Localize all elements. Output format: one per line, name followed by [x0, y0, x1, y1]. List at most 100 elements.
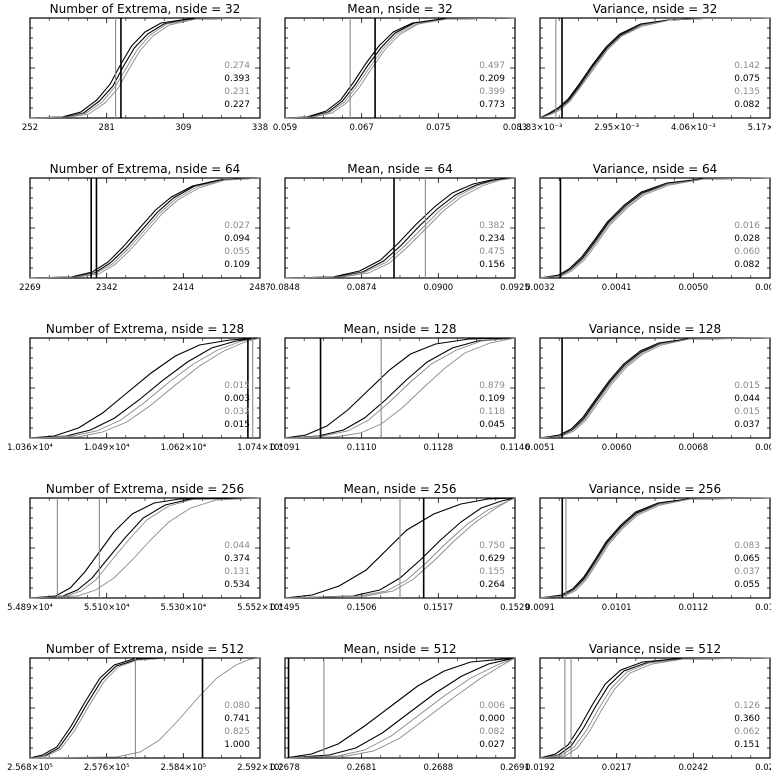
cdf-series-4 — [284, 657, 516, 759]
x-tick-label: 5.17×10⁻³ — [748, 123, 771, 133]
cdf-series-1 — [284, 497, 516, 599]
stat-value: 0.131 — [224, 567, 250, 577]
x-tick-label: 2342 — [96, 283, 118, 293]
stat-value: 0.037 — [734, 420, 760, 430]
cdf-series-2 — [284, 177, 516, 279]
stat-value: 0.015 — [734, 407, 760, 417]
cdf-series-4 — [284, 17, 516, 119]
stat-value: 0.155 — [479, 567, 505, 577]
stat-value: 0.825 — [224, 727, 250, 737]
stat-value: 0.094 — [224, 234, 250, 244]
x-tick-label: 0.0068 — [678, 443, 708, 453]
panel-6: Variance, nside = 64 0.0032 0.0041 0.0050 0.… — [525, 162, 771, 293]
stat-value: 0.080 — [224, 701, 250, 711]
stat-value: 0.075 — [734, 74, 760, 84]
cdf-series-2 — [29, 177, 261, 279]
stat-value: 0.534 — [224, 580, 250, 590]
cdf-series-3 — [284, 177, 516, 279]
stat-value: 0.135 — [734, 87, 760, 97]
x-tick-label: 0.0925 — [500, 283, 530, 293]
x-tick-label: 0.1128 — [423, 443, 453, 453]
cdf-series-2 — [539, 337, 771, 439]
stat-value: 0.118 — [479, 407, 505, 417]
stat-value: 0.082 — [734, 260, 760, 270]
stat-value: 0.027 — [224, 221, 250, 231]
x-tick-label: 2269 — [19, 283, 41, 293]
x-tick-label: 0.2681 — [347, 763, 377, 773]
stat-value: 0.126 — [734, 701, 760, 711]
stat-value: 0.382 — [479, 221, 505, 231]
panel-title: Variance, nside = 128 — [589, 322, 721, 336]
panel-title: Mean, nside = 512 — [343, 642, 456, 656]
panel-9: Variance, nside = 128 0.0051 0.0060 0.0068 0… — [525, 322, 771, 453]
stat-value: 0.879 — [479, 381, 505, 391]
cdf-series-4 — [539, 337, 771, 439]
panel-14: Mean, nside = 512 0.2678 0.2681 0.2688 0.269… — [270, 642, 530, 773]
panel-1: Number of Extrema, nside = 32 252 281 309 33… — [22, 2, 268, 133]
x-tick-label: 252 — [22, 123, 38, 133]
cdf-series-3 — [29, 337, 261, 439]
stat-value: 0.037 — [734, 567, 760, 577]
stat-value: 0.083 — [734, 541, 760, 551]
cdf-series-4 — [539, 497, 771, 599]
panel-title: Variance, nside = 32 — [593, 2, 718, 16]
x-tick-label: 338 — [252, 123, 268, 133]
stat-value: 0.393 — [224, 74, 250, 84]
x-tick-label: 0.1110 — [347, 443, 377, 453]
cdf-series-1 — [284, 177, 516, 279]
cdf-series-3 — [284, 497, 516, 599]
stat-value: 0.015 — [224, 381, 250, 391]
x-tick-label: 5.489×10⁴ — [7, 603, 53, 613]
panel-title: Mean, nside = 64 — [347, 162, 452, 176]
panel-title: Number of Extrema, nside = 512 — [46, 642, 244, 656]
stat-value: 0.062 — [734, 727, 760, 737]
x-tick-label: 0.0041 — [602, 283, 632, 293]
stat-value: 0.497 — [479, 61, 505, 71]
x-tick-label: 0.0032 — [525, 283, 555, 293]
x-tick-label: 0.2688 — [423, 763, 453, 773]
stat-value: 0.032 — [224, 407, 250, 417]
cdf-series-2 — [284, 337, 516, 439]
cdf-series-1 — [284, 657, 516, 759]
cdf-series-1 — [284, 337, 516, 439]
x-tick-label: 2414 — [173, 283, 195, 293]
stat-value: 0.006 — [479, 701, 505, 711]
x-tick-label: 0.067 — [349, 123, 373, 133]
stat-value: 0.750 — [479, 541, 505, 551]
stat-value: 0.055 — [224, 247, 250, 257]
x-tick-label: 0.0076 — [755, 443, 771, 453]
stat-value: 0.000 — [479, 714, 505, 724]
panel-title: Number of Extrema, nside = 32 — [50, 2, 241, 16]
panel-title: Mean, nside = 256 — [343, 482, 456, 496]
x-tick-label: 2.568×10⁵ — [7, 763, 53, 773]
cdf-series-2 — [539, 497, 771, 599]
panel-13: Number of Extrema, nside = 512 2.568×10⁵ 2… — [7, 642, 283, 773]
x-tick-label: 0.1091 — [270, 443, 300, 453]
cdf-series-2 — [284, 497, 516, 599]
x-tick-label: 0.0112 — [678, 603, 708, 613]
panel-3: Variance, nside = 32 1.83×10⁻³ 2.95×10⁻³ 4.… — [518, 2, 771, 133]
x-tick-label: 0.0848 — [270, 283, 300, 293]
x-tick-label: 1.83×10⁻³ — [518, 123, 563, 133]
cdf-series-2 — [29, 497, 261, 599]
panel-title: Variance, nside = 256 — [589, 482, 721, 496]
cdf-series-2 — [539, 177, 771, 279]
x-tick-label: 281 — [99, 123, 115, 133]
cdf-series-4 — [29, 337, 261, 439]
x-tick-label: 0.075 — [426, 123, 450, 133]
stat-value: 0.360 — [734, 714, 760, 724]
x-tick-label: 0.0242 — [678, 763, 708, 773]
x-tick-label: 5.510×10⁴ — [84, 603, 130, 613]
cdf-series-3 — [539, 337, 771, 439]
cdf-series-3 — [284, 337, 516, 439]
x-tick-label: 2.95×10⁻³ — [594, 123, 639, 133]
stat-value: 0.231 — [224, 87, 250, 97]
x-tick-label: 2.584×10⁵ — [160, 763, 206, 773]
x-tick-label: 0.0050 — [678, 283, 708, 293]
stat-value: 0.264 — [479, 580, 505, 590]
stat-value: 0.156 — [479, 260, 505, 270]
cdf-series-3 — [539, 497, 771, 599]
stat-value: 0.109 — [224, 260, 250, 270]
cdf-series-3 — [29, 657, 260, 759]
